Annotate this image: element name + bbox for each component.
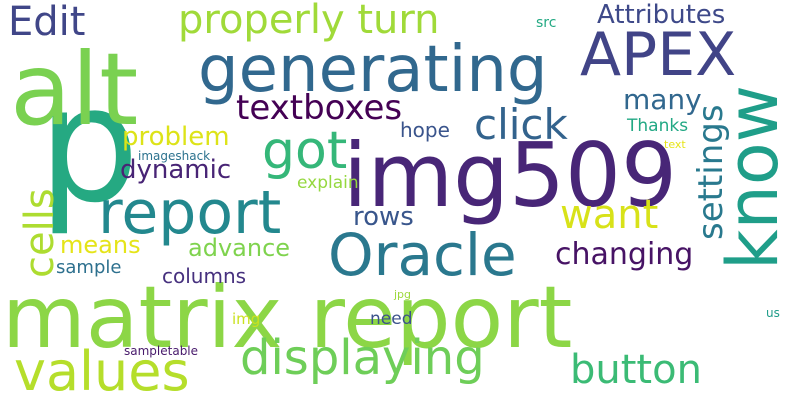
- word-want: want: [560, 192, 659, 238]
- word-report: report: [98, 178, 282, 248]
- word-oracle: Oracle: [328, 221, 517, 289]
- word-thanks: Thanks: [627, 116, 689, 136]
- word-generating: generating: [198, 33, 548, 107]
- word-explain: explain: [297, 173, 359, 193]
- word-textboxes: textboxes: [236, 88, 403, 128]
- word-displaying: displaying: [240, 330, 485, 386]
- word-need: need: [370, 309, 413, 329]
- word-settings: settings: [691, 104, 731, 240]
- word-dynamic: dynamic: [120, 155, 232, 185]
- word-cells: cells: [17, 188, 63, 278]
- word-jpg: jpg: [394, 288, 412, 301]
- word-button: button: [570, 347, 702, 393]
- word-us: us: [766, 306, 780, 320]
- word-p: p: [38, 51, 140, 238]
- word-img509: img509: [343, 124, 677, 227]
- word-many: many: [623, 83, 702, 116]
- word-means: means: [60, 231, 141, 259]
- word-advance: advance: [188, 234, 291, 262]
- word-changing: changing: [555, 237, 694, 272]
- word-edit: Edit: [8, 0, 86, 45]
- word-apex: APEX: [580, 20, 737, 90]
- word-src: src: [536, 15, 557, 31]
- word-problem: problem: [122, 122, 230, 152]
- word-text: text: [664, 138, 686, 151]
- word-columns: columns: [162, 264, 247, 288]
- word-rows: rows: [353, 202, 414, 232]
- word-alt: alt: [10, 31, 139, 148]
- word-properly-turn: properly turn: [178, 0, 440, 43]
- word-click: click: [474, 100, 568, 149]
- word-imageshack: imageshack: [138, 149, 211, 163]
- word-img: img: [232, 310, 261, 328]
- word-attributes: Attributes: [597, 0, 726, 30]
- word-sampletable: sampletable: [124, 344, 199, 358]
- word-hope: hope: [400, 118, 450, 142]
- word-values: values: [14, 340, 190, 400]
- word-got: got: [262, 121, 348, 181]
- word-matrix-report: matrix report: [2, 268, 573, 368]
- word-sample: sample: [56, 257, 122, 278]
